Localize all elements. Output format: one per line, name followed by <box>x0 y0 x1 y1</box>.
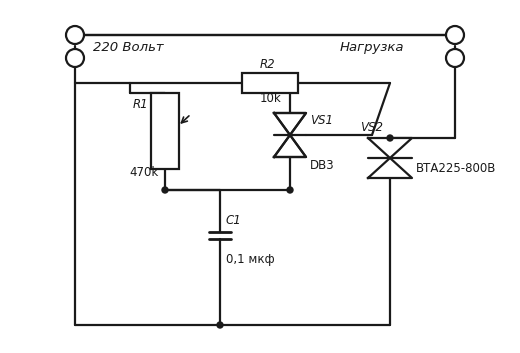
Bar <box>151 93 179 169</box>
Polygon shape <box>274 113 306 135</box>
Text: DB3: DB3 <box>310 159 335 172</box>
Text: 220 Вольт: 220 Вольт <box>93 41 164 54</box>
Text: ВТА225-800В: ВТА225-800В <box>416 162 497 174</box>
Circle shape <box>446 26 464 44</box>
Text: R2: R2 <box>260 58 276 71</box>
Circle shape <box>66 49 84 67</box>
Text: Нагрузка: Нагрузка <box>340 41 405 54</box>
Circle shape <box>387 135 393 141</box>
Text: VS1: VS1 <box>310 114 333 127</box>
Text: 10k: 10k <box>260 92 282 105</box>
Bar <box>242 73 298 93</box>
Text: C1: C1 <box>226 214 242 227</box>
Text: VS2: VS2 <box>360 121 383 134</box>
Text: 0,1 мкф: 0,1 мкф <box>226 253 275 266</box>
Text: R1: R1 <box>133 98 149 111</box>
Circle shape <box>217 322 223 328</box>
Circle shape <box>162 187 168 193</box>
Circle shape <box>287 187 293 193</box>
Circle shape <box>66 26 84 44</box>
Circle shape <box>446 49 464 67</box>
Polygon shape <box>368 138 412 158</box>
Polygon shape <box>368 158 412 178</box>
Polygon shape <box>274 135 306 157</box>
Text: 470k: 470k <box>129 166 158 179</box>
